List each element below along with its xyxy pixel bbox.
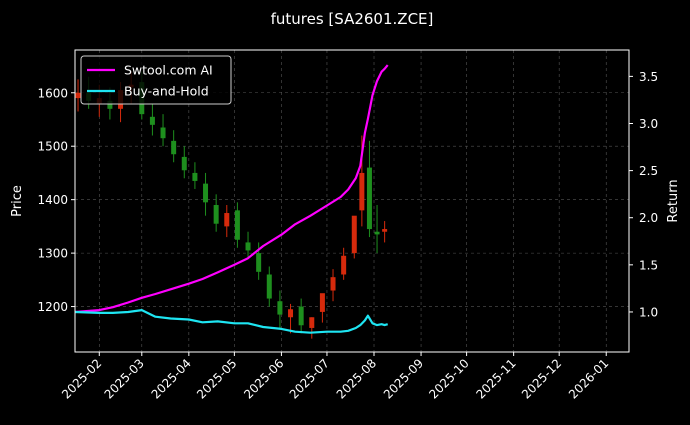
x-tick-label: 2025-05 <box>194 356 239 401</box>
candle-body <box>359 172 365 211</box>
y-left-tick-label: 1400 <box>37 193 68 207</box>
candle-body <box>366 167 372 230</box>
candle-body <box>181 156 187 171</box>
legend-label: Swtool.com AI <box>124 63 213 78</box>
candle-body <box>374 231 380 235</box>
candle-body <box>351 215 357 254</box>
y-right-tick-label: 2.0 <box>639 211 658 225</box>
line-series-layer <box>74 64 389 334</box>
y-right-tick-label: 1.5 <box>639 258 658 272</box>
y-right-tick-label: 1.0 <box>639 305 658 319</box>
candle-body <box>330 277 336 291</box>
candle-body <box>288 309 294 318</box>
grid-layer <box>75 50 629 352</box>
candle-body <box>213 205 219 224</box>
candle-body <box>266 274 272 299</box>
x-tick-label: 2025-06 <box>241 356 286 401</box>
y-left-tick-label: 1600 <box>37 86 68 100</box>
y-axis-left-label: Price <box>10 185 25 217</box>
x-tick-label: 2025-10 <box>426 356 471 401</box>
candle-body <box>319 293 325 312</box>
y-left-tick-label: 1300 <box>37 247 68 261</box>
x-tick-label: 2025-07 <box>287 356 332 401</box>
y-axis-right-label: Return <box>666 179 681 222</box>
candle-body <box>277 301 283 315</box>
y-left-tick-label: 1200 <box>37 300 68 314</box>
plot-frame <box>74 49 630 353</box>
series-line-0 <box>74 64 389 314</box>
candle-body <box>224 213 230 227</box>
candle-body <box>149 116 155 125</box>
x-tick-label: 2025-04 <box>149 356 194 401</box>
candlestick-series <box>75 71 388 339</box>
candle-body <box>245 242 251 251</box>
candle-body <box>298 306 304 326</box>
series-line-1 <box>74 309 389 334</box>
y-right-tick-label: 2.5 <box>639 164 658 178</box>
x-tick-label: 2025-09 <box>381 356 426 401</box>
x-tick-label: 2025-11 <box>473 356 518 401</box>
candle-body <box>309 317 315 328</box>
x-tick-label: 2025-12 <box>519 356 564 401</box>
candle-body <box>256 253 262 272</box>
candle-body <box>192 172 198 181</box>
x-tick-label: 2025-02 <box>59 356 104 401</box>
chart-title: futures [SA2601.ZCE] <box>271 10 434 28</box>
candle-body <box>107 100 113 109</box>
candle-body <box>203 183 209 203</box>
candle-body <box>75 92 81 99</box>
candle-body <box>341 255 347 275</box>
x-tick-label: 2026-01 <box>566 356 611 401</box>
candle-body <box>160 127 166 139</box>
legend-box <box>80 55 232 105</box>
y-right-tick-label: 3.5 <box>639 70 658 84</box>
y-left-tick-label: 1500 <box>37 140 68 154</box>
candle-body <box>171 140 177 155</box>
candle-body <box>382 229 388 232</box>
candle-body <box>234 210 240 240</box>
x-tick-label: 2025-08 <box>334 356 379 401</box>
legend: Swtool.com AI Buy-and-Hold <box>80 55 232 105</box>
legend-label: Buy-and-Hold <box>124 84 209 99</box>
x-tick-label: 2025-03 <box>102 356 147 401</box>
y-right-tick-label: 3.0 <box>639 117 658 131</box>
